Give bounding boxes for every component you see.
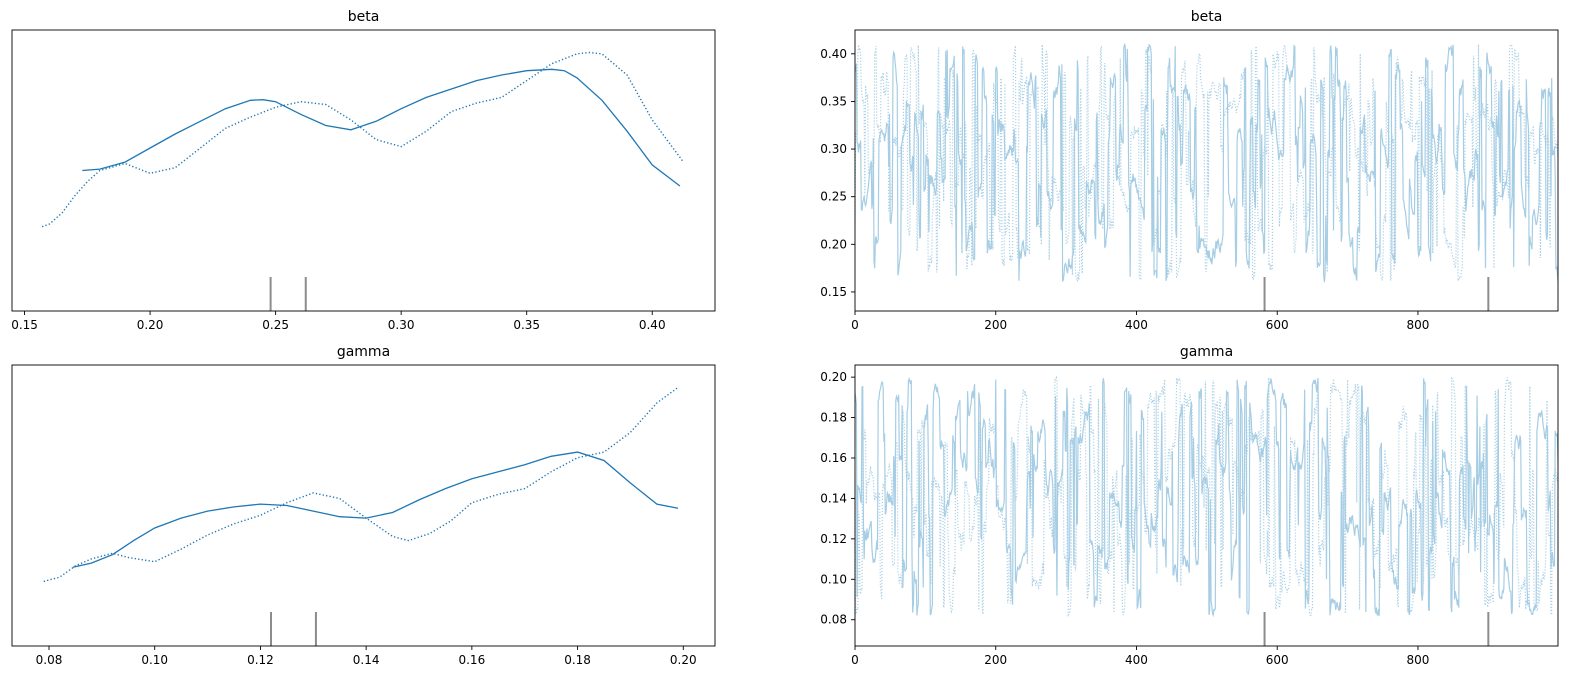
y-tick-label: 0.15	[820, 285, 847, 299]
plot-area	[43, 386, 679, 583]
y-tick-label: 0.35	[820, 94, 847, 108]
x-tick-label: 0.18	[564, 653, 591, 667]
x-tick-label: 0	[851, 318, 859, 332]
x-tick-label: 0.20	[670, 653, 697, 667]
subplot-4: 0 200 400 600 800 0.08 0.10 0.12 0.14 0.16 0.18 0.2…	[820, 344, 1559, 667]
x-tick-label: 0.20	[137, 318, 164, 332]
y-tick-label: 0.14	[820, 491, 847, 505]
x-tick-label: 0.12	[247, 653, 274, 667]
x-tick-label: 0.40	[639, 318, 666, 332]
plot-area	[855, 375, 1558, 618]
x-tick-label: 200	[984, 318, 1007, 332]
subplot-title: gamma	[1180, 344, 1233, 360]
subplot-1: 0.15 0.20 0.25 0.30 0.35 0.40 beta	[11, 9, 716, 332]
density-curve-solid	[82, 68, 681, 187]
x-tick-label: 800	[1407, 318, 1430, 332]
x-tick-label: 400	[1125, 653, 1148, 667]
density-curve-solid	[72, 451, 679, 568]
x-tick-label: 0.08	[36, 653, 63, 667]
y-tick-label: 0.10	[820, 572, 847, 586]
x-tick-label: 0.25	[262, 318, 289, 332]
density-curve-dotted	[43, 386, 679, 583]
x-tick-label: 0.35	[513, 318, 540, 332]
plot-area	[41, 51, 683, 228]
y-tick-label: 0.20	[820, 370, 847, 384]
x-tick-label: 0.15	[11, 318, 38, 332]
x-tick-label: 0.14	[353, 653, 380, 667]
subplot-2: 0 200 400 600 800 0.15 0.20 0.25 0.30 0.35 0.40 bet…	[820, 9, 1559, 332]
y-tick-label: 0.12	[820, 532, 847, 546]
y-tick-label: 0.18	[820, 411, 847, 425]
plot-area	[855, 42, 1558, 283]
x-tick-label: 0	[851, 653, 859, 667]
y-tick-label: 0.40	[820, 47, 847, 61]
trace-line-dotted	[855, 43, 1558, 282]
y-tick-label: 0.20	[820, 237, 847, 251]
x-tick-label: 200	[984, 653, 1007, 667]
x-tick-label: 600	[1266, 318, 1289, 332]
axes-frame	[11, 29, 716, 312]
subplot-title: beta	[1191, 9, 1223, 25]
y-tick-label: 0.30	[820, 142, 847, 156]
axes-frame	[854, 364, 1559, 647]
x-tick-label: 600	[1266, 653, 1289, 667]
x-tick-label: 0.10	[141, 653, 168, 667]
axes-frame	[11, 364, 716, 647]
x-tick-label: 400	[1125, 318, 1148, 332]
trace-line-solid	[855, 42, 1558, 283]
subplot-title: gamma	[337, 344, 390, 360]
density-curve-dotted	[41, 51, 683, 228]
x-tick-label: 800	[1407, 653, 1430, 667]
y-tick-label: 0.08	[820, 613, 847, 627]
subplot-3: 0.08 0.10 0.12 0.14 0.16 0.18 0.20 gamma	[11, 344, 716, 667]
y-tick-label: 0.16	[820, 451, 847, 465]
y-tick-label: 0.25	[820, 190, 847, 204]
axes-frame	[854, 29, 1559, 312]
x-tick-label: 0.30	[388, 318, 415, 332]
subplot-title: beta	[348, 9, 380, 25]
trace-line-dotted	[855, 375, 1558, 618]
x-tick-label: 0.16	[458, 653, 485, 667]
